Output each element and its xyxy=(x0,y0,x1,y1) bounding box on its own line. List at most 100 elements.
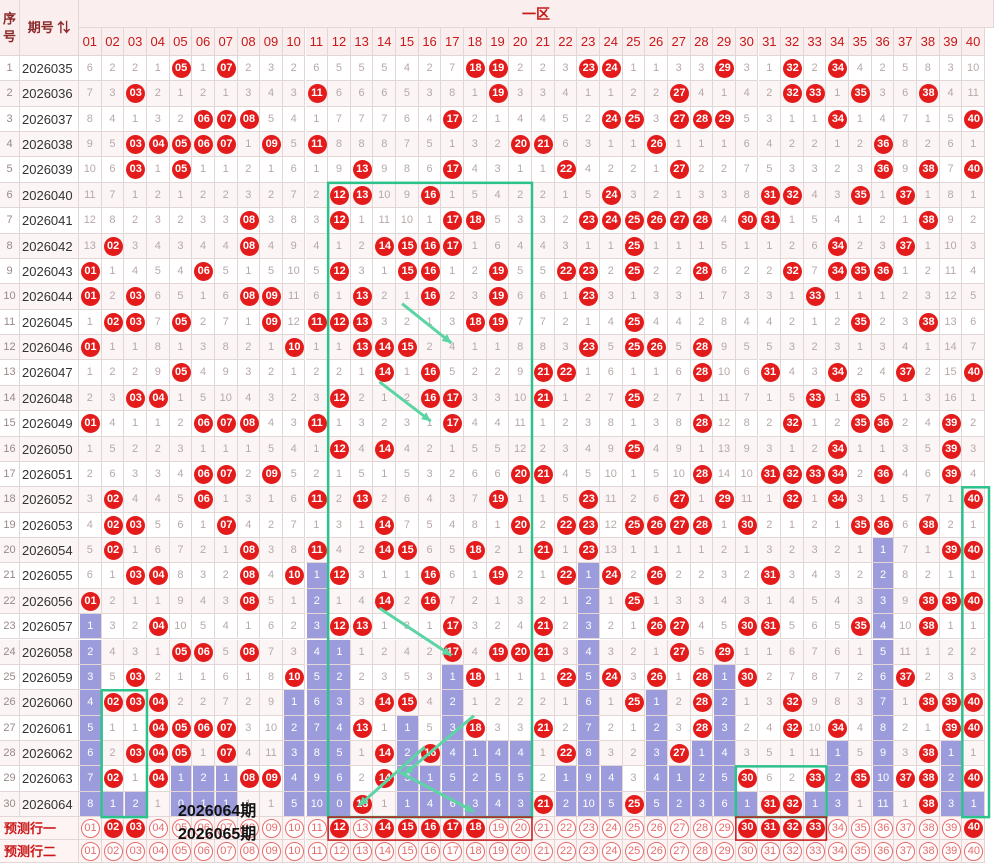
prediction-cell[interactable]: 25 xyxy=(622,817,646,841)
prediction-cell[interactable]: 03 xyxy=(124,840,147,864)
prediction-cell[interactable]: 21 xyxy=(532,817,555,841)
prediction-ball[interactable]: 26 xyxy=(647,842,667,862)
prediction-ball[interactable]: 38 xyxy=(919,819,939,839)
prediction-ball-selected[interactable]: 33 xyxy=(805,819,825,839)
prediction-ball[interactable]: 06 xyxy=(194,819,214,839)
prediction-cell[interactable]: 34 xyxy=(826,817,850,841)
prediction-ball-selected[interactable]: 14 xyxy=(375,819,395,839)
prediction-ball[interactable]: 29 xyxy=(715,842,735,862)
prediction-cell[interactable]: 35 xyxy=(849,817,872,841)
prediction-ball[interactable]: 28 xyxy=(692,819,712,839)
prediction-cell[interactable]: 25 xyxy=(622,840,646,864)
prediction-cell[interactable]: 06 xyxy=(192,817,215,841)
prediction-cell[interactable]: 02 xyxy=(101,817,125,841)
prediction-ball-selected[interactable]: 32 xyxy=(783,819,803,839)
prediction-ball[interactable]: 04 xyxy=(148,842,168,862)
prediction-ball[interactable]: 37 xyxy=(896,842,916,862)
prediction-cell[interactable]: 02 xyxy=(101,840,125,864)
prediction-ball[interactable]: 23 xyxy=(579,819,599,839)
prediction-cell[interactable]: 22 xyxy=(554,817,578,841)
prediction-ball-selected[interactable]: 03 xyxy=(126,819,146,839)
prediction-cell[interactable]: 36 xyxy=(871,817,895,841)
prediction-ball[interactable]: 07 xyxy=(216,819,236,839)
prediction-cell[interactable]: 34 xyxy=(826,840,850,864)
prediction-ball-selected[interactable]: 16 xyxy=(420,819,440,839)
prediction-ball[interactable]: 11 xyxy=(307,819,327,839)
prediction-cell[interactable]: 10 xyxy=(282,817,306,841)
prediction-cell[interactable]: 07 xyxy=(214,840,238,864)
prediction-ball[interactable]: 40 xyxy=(964,842,984,862)
prediction-cell[interactable]: 30 xyxy=(735,840,759,864)
prediction-ball[interactable]: 23 xyxy=(579,842,599,862)
prediction-ball-selected[interactable]: 15 xyxy=(398,819,418,839)
prediction-ball-selected[interactable]: 17 xyxy=(443,819,463,839)
prediction-cell[interactable]: 30 xyxy=(735,817,759,841)
prediction-ball[interactable]: 35 xyxy=(851,842,871,862)
prediction-cell[interactable]: 11 xyxy=(305,840,329,864)
prediction-ball[interactable]: 19 xyxy=(488,842,508,862)
prediction-cell[interactable]: 24 xyxy=(599,840,623,864)
prediction-cell[interactable]: 32 xyxy=(781,817,804,841)
prediction-cell[interactable]: 39 xyxy=(939,817,963,841)
prediction-ball[interactable]: 22 xyxy=(556,842,576,862)
prediction-cell[interactable]: 26 xyxy=(645,840,668,864)
prediction-ball[interactable]: 13 xyxy=(352,842,372,862)
prediction-ball[interactable]: 38 xyxy=(919,842,939,862)
prediction-ball[interactable]: 19 xyxy=(488,819,508,839)
prediction-cell[interactable]: 18 xyxy=(464,840,487,864)
prediction-ball[interactable]: 05 xyxy=(171,819,191,839)
prediction-cell[interactable]: 12 xyxy=(328,817,351,841)
prediction-cell[interactable]: 19 xyxy=(486,817,510,841)
prediction-cell[interactable]: 08 xyxy=(237,840,261,864)
prediction-cell[interactable]: 15 xyxy=(396,817,419,841)
prediction-cell[interactable]: 04 xyxy=(146,840,170,864)
prediction-cell[interactable]: 36 xyxy=(871,840,895,864)
prediction-ball[interactable]: 22 xyxy=(556,819,576,839)
prediction-ball[interactable]: 34 xyxy=(828,819,848,839)
prediction-cell[interactable]: 31 xyxy=(758,817,782,841)
prediction-ball[interactable]: 39 xyxy=(941,842,961,862)
prediction-ball-selected[interactable]: 18 xyxy=(466,819,486,839)
prediction-cell[interactable]: 24 xyxy=(599,817,623,841)
prediction-ball[interactable]: 16 xyxy=(420,842,440,862)
prediction-cell[interactable]: 09 xyxy=(260,817,283,841)
prediction-ball[interactable]: 36 xyxy=(873,819,893,839)
prediction-ball[interactable]: 25 xyxy=(624,819,644,839)
prediction-ball[interactable]: 18 xyxy=(466,842,486,862)
prediction-ball[interactable]: 24 xyxy=(601,819,621,839)
prediction-ball[interactable]: 28 xyxy=(692,842,712,862)
prediction-cell[interactable]: 14 xyxy=(373,840,397,864)
prediction-cell[interactable]: 29 xyxy=(713,840,736,864)
prediction-ball[interactable]: 24 xyxy=(601,842,621,862)
prediction-ball[interactable]: 03 xyxy=(126,842,146,862)
prediction-ball-selected[interactable]: 12 xyxy=(330,819,350,839)
prediction-ball[interactable]: 20 xyxy=(511,842,531,862)
prediction-cell[interactable]: 18 xyxy=(464,817,487,841)
prediction-cell[interactable]: 27 xyxy=(667,817,691,841)
prediction-cell[interactable]: 12 xyxy=(328,840,351,864)
prediction-ball[interactable]: 11 xyxy=(307,842,327,862)
prediction-cell[interactable]: 01 xyxy=(79,840,102,864)
prediction-cell[interactable]: 32 xyxy=(781,840,804,864)
header-period[interactable]: 期号 ⇅ xyxy=(20,0,79,56)
prediction-ball[interactable]: 12 xyxy=(330,842,350,862)
prediction-cell[interactable]: 13 xyxy=(350,840,374,864)
prediction-cell[interactable]: 23 xyxy=(577,817,600,841)
prediction-cell[interactable]: 33 xyxy=(803,817,827,841)
prediction-cell[interactable]: 20 xyxy=(509,817,532,841)
prediction-ball[interactable]: 10 xyxy=(284,819,304,839)
prediction-cell[interactable]: 38 xyxy=(917,817,940,841)
prediction-cell[interactable]: 17 xyxy=(441,840,465,864)
prediction-ball[interactable]: 34 xyxy=(828,842,848,862)
prediction-ball[interactable]: 37 xyxy=(896,819,916,839)
prediction-cell[interactable]: 06 xyxy=(192,840,215,864)
prediction-ball[interactable]: 09 xyxy=(262,842,282,862)
prediction-ball[interactable]: 21 xyxy=(534,842,553,862)
prediction-cell[interactable]: 01 xyxy=(79,817,102,841)
prediction-cell[interactable]: 07 xyxy=(214,817,238,841)
prediction-cell[interactable]: 11 xyxy=(305,817,329,841)
prediction-cell[interactable]: 15 xyxy=(396,840,419,864)
prediction-ball[interactable]: 15 xyxy=(398,842,418,862)
prediction-cell[interactable]: 33 xyxy=(803,840,827,864)
prediction-cell[interactable]: 31 xyxy=(758,840,782,864)
